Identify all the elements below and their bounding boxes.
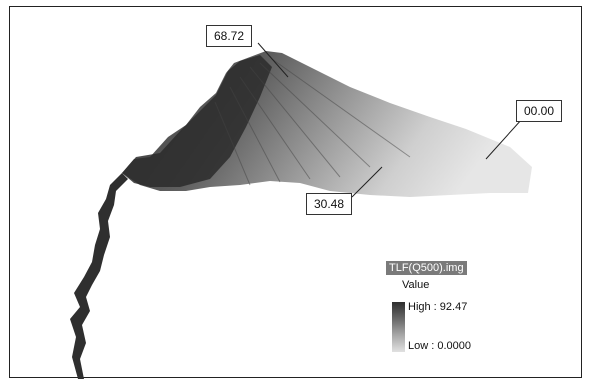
callout-max-value: 68.72 bbox=[206, 25, 253, 47]
flow-streaks bbox=[214, 58, 411, 186]
legend-value-heading: Value bbox=[402, 279, 430, 291]
callout-mid-value: 30.48 bbox=[306, 193, 353, 215]
legend-high-label: High : 92.47 bbox=[408, 301, 468, 313]
callout-min-value: 00.00 bbox=[516, 100, 563, 122]
legend-low-label: Low : 0.0000 bbox=[408, 340, 471, 352]
leader-mid bbox=[351, 166, 383, 198]
legend-title: TLF(Q500).img bbox=[386, 261, 467, 275]
legend: TLF(Q500).img Value High : 92.47 Low : 0… bbox=[386, 258, 486, 352]
leader-max bbox=[257, 42, 289, 78]
hazard-map bbox=[70, 42, 532, 379]
dark-core bbox=[122, 55, 272, 187]
map-frame: 68.72 30.48 00.00 TLF(Q500).img Value Hi… bbox=[9, 6, 582, 379]
legend-color-ramp bbox=[392, 302, 405, 352]
river-channel bbox=[70, 173, 128, 379]
leader-min bbox=[485, 118, 523, 160]
